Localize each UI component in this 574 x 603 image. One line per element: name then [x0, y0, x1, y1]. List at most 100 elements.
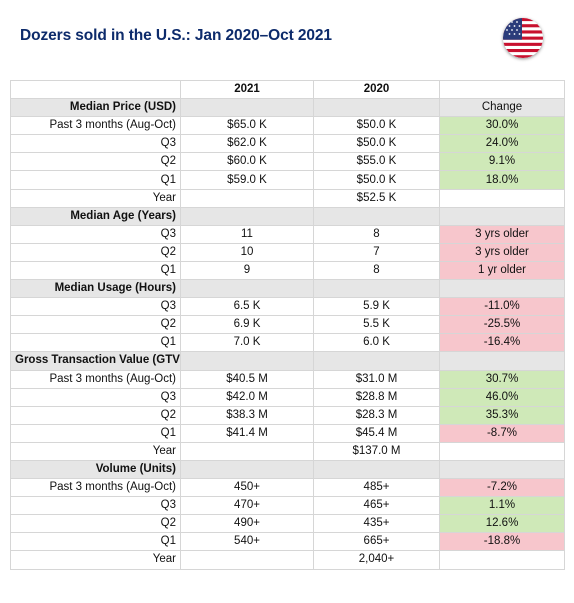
change-value: -18.8% — [439, 532, 565, 552]
row-label: Q1 — [10, 260, 181, 281]
change-value: 3 yrs older — [439, 242, 565, 262]
value-2021 — [180, 441, 314, 461]
section-blank-2021 — [180, 279, 314, 299]
value-2021: 10 — [180, 242, 314, 262]
section-title: Median Usage (Hours) — [10, 279, 181, 299]
value-2021: $65.0 K — [180, 116, 314, 136]
table-row: Q2 $60.0 K $55.0 K 9.1% — [10, 152, 565, 172]
section-header-row: Volume (Units) — [10, 459, 565, 480]
column-header-blank — [10, 79, 181, 100]
table-row: Q1 9 8 1 yr older — [10, 260, 565, 281]
table-row: Q3 470+ 465+ 1.1% — [10, 496, 565, 516]
section-blank-2021 — [180, 206, 314, 226]
change-value: -11.0% — [439, 297, 565, 317]
table-row: Year 2,040+ — [10, 550, 565, 570]
change-column-header — [439, 206, 565, 226]
table-row: Q1 540+ 665+ -18.8% — [10, 532, 565, 552]
table-row: Q3 11 8 3 yrs older — [10, 224, 565, 244]
row-label: Q3 — [10, 297, 181, 317]
value-2021: $60.0 K — [180, 152, 314, 172]
page-title: Dozers sold in the U.S.: Jan 2020–Oct 20… — [20, 27, 332, 44]
section-blank-2021 — [180, 98, 314, 118]
row-label: Year — [10, 188, 181, 208]
us-flag-icon — [503, 18, 543, 58]
value-2021: 6.9 K — [180, 315, 314, 335]
value-2020: $55.0 K — [313, 152, 440, 172]
dozer-sales-table: 2021 2020 Median Price (USD) Change Past 3… — [10, 79, 565, 570]
row-label: Q2 — [10, 405, 181, 425]
value-2020: 2,040+ — [313, 550, 440, 570]
row-label: Past 3 months (Aug-Oct) — [10, 116, 181, 136]
section-blank-2020 — [313, 206, 440, 226]
row-label: Q3 — [10, 224, 181, 244]
value-2020: 435+ — [313, 514, 440, 534]
value-2021: $41.4 M — [180, 423, 314, 443]
column-header-2020: 2020 — [313, 79, 440, 100]
table-row: Q3 $42.0 M $28.8 M 46.0% — [10, 387, 565, 407]
change-value: 30.0% — [439, 116, 565, 136]
row-label: Q1 — [10, 170, 181, 190]
value-2020: $50.0 K — [313, 116, 440, 136]
section-header-row: Gross Transaction Value (GTV) — [10, 351, 565, 371]
change-value — [439, 441, 565, 461]
column-header-2021: 2021 — [180, 79, 314, 100]
section-header-row: Median Price (USD) Change — [10, 98, 565, 118]
value-2021 — [180, 188, 314, 208]
value-2020: $45.4 M — [313, 423, 440, 443]
change-value — [439, 188, 565, 208]
value-2021: $38.3 M — [180, 405, 314, 425]
row-label: Q1 — [10, 333, 181, 353]
row-label: Q2 — [10, 315, 181, 335]
value-2021: $62.0 K — [180, 134, 314, 154]
section-title: Median Price (USD) — [10, 98, 181, 118]
change-value: -16.4% — [439, 333, 565, 353]
section-blank-2021 — [180, 459, 314, 480]
value-2021: 9 — [180, 260, 314, 281]
table-row: Year $137.0 M — [10, 441, 565, 461]
section-title: Volume (Units) — [10, 459, 181, 480]
table-row: Q3 6.5 K 5.9 K -11.0% — [10, 297, 565, 317]
value-2021: 6.5 K — [180, 297, 314, 317]
value-2021: 450+ — [180, 478, 314, 498]
section-title: Median Age (Years) — [10, 206, 181, 226]
row-label: Q2 — [10, 514, 181, 534]
value-2021: 470+ — [180, 496, 314, 516]
row-label: Year — [10, 441, 181, 461]
column-header-change-blank — [439, 79, 565, 100]
row-label: Past 3 months (Aug-Oct) — [10, 369, 181, 389]
table-row: Past 3 months (Aug-Oct) $65.0 K $50.0 K 30.… — [10, 116, 565, 136]
table-row: Q2 $38.3 M $28.3 M 35.3% — [10, 405, 565, 425]
row-label: Q3 — [10, 134, 181, 154]
row-label: Q3 — [10, 496, 181, 516]
table-row: Year $52.5 K — [10, 188, 565, 208]
value-2021 — [180, 550, 314, 570]
table-row: Q1 7.0 K 6.0 K -16.4% — [10, 333, 565, 353]
value-2020: $28.8 M — [313, 387, 440, 407]
change-value: -8.7% — [439, 423, 565, 443]
change-column-header: Change — [439, 98, 565, 118]
table-row: Past 3 months (Aug-Oct) $40.5 M $31.0 M 30.… — [10, 369, 565, 389]
change-value — [439, 550, 565, 570]
value-2020: 465+ — [313, 496, 440, 516]
value-2020: $50.0 K — [313, 170, 440, 190]
change-column-header — [439, 351, 565, 371]
value-2020: $50.0 K — [313, 134, 440, 154]
table-row: Q1 $59.0 K $50.0 K 18.0% — [10, 170, 565, 190]
section-blank-2020 — [313, 279, 440, 299]
value-2021: $42.0 M — [180, 387, 314, 407]
value-2020: 8 — [313, 260, 440, 281]
row-label: Q2 — [10, 152, 181, 172]
value-2020: $28.3 M — [313, 405, 440, 425]
table-row: Q2 10 7 3 yrs older — [10, 242, 565, 262]
value-2020: 5.9 K — [313, 297, 440, 317]
value-2020: 8 — [313, 224, 440, 244]
value-2020: 485+ — [313, 478, 440, 498]
value-2021: $59.0 K — [180, 170, 314, 190]
row-label: Year — [10, 550, 181, 570]
change-value: 1 yr older — [439, 260, 565, 281]
value-2020: 665+ — [313, 532, 440, 552]
section-blank-2021 — [180, 351, 314, 371]
row-label: Q3 — [10, 387, 181, 407]
table-row: Q3 $62.0 K $50.0 K 24.0% — [10, 134, 565, 154]
row-label: Q1 — [10, 532, 181, 552]
